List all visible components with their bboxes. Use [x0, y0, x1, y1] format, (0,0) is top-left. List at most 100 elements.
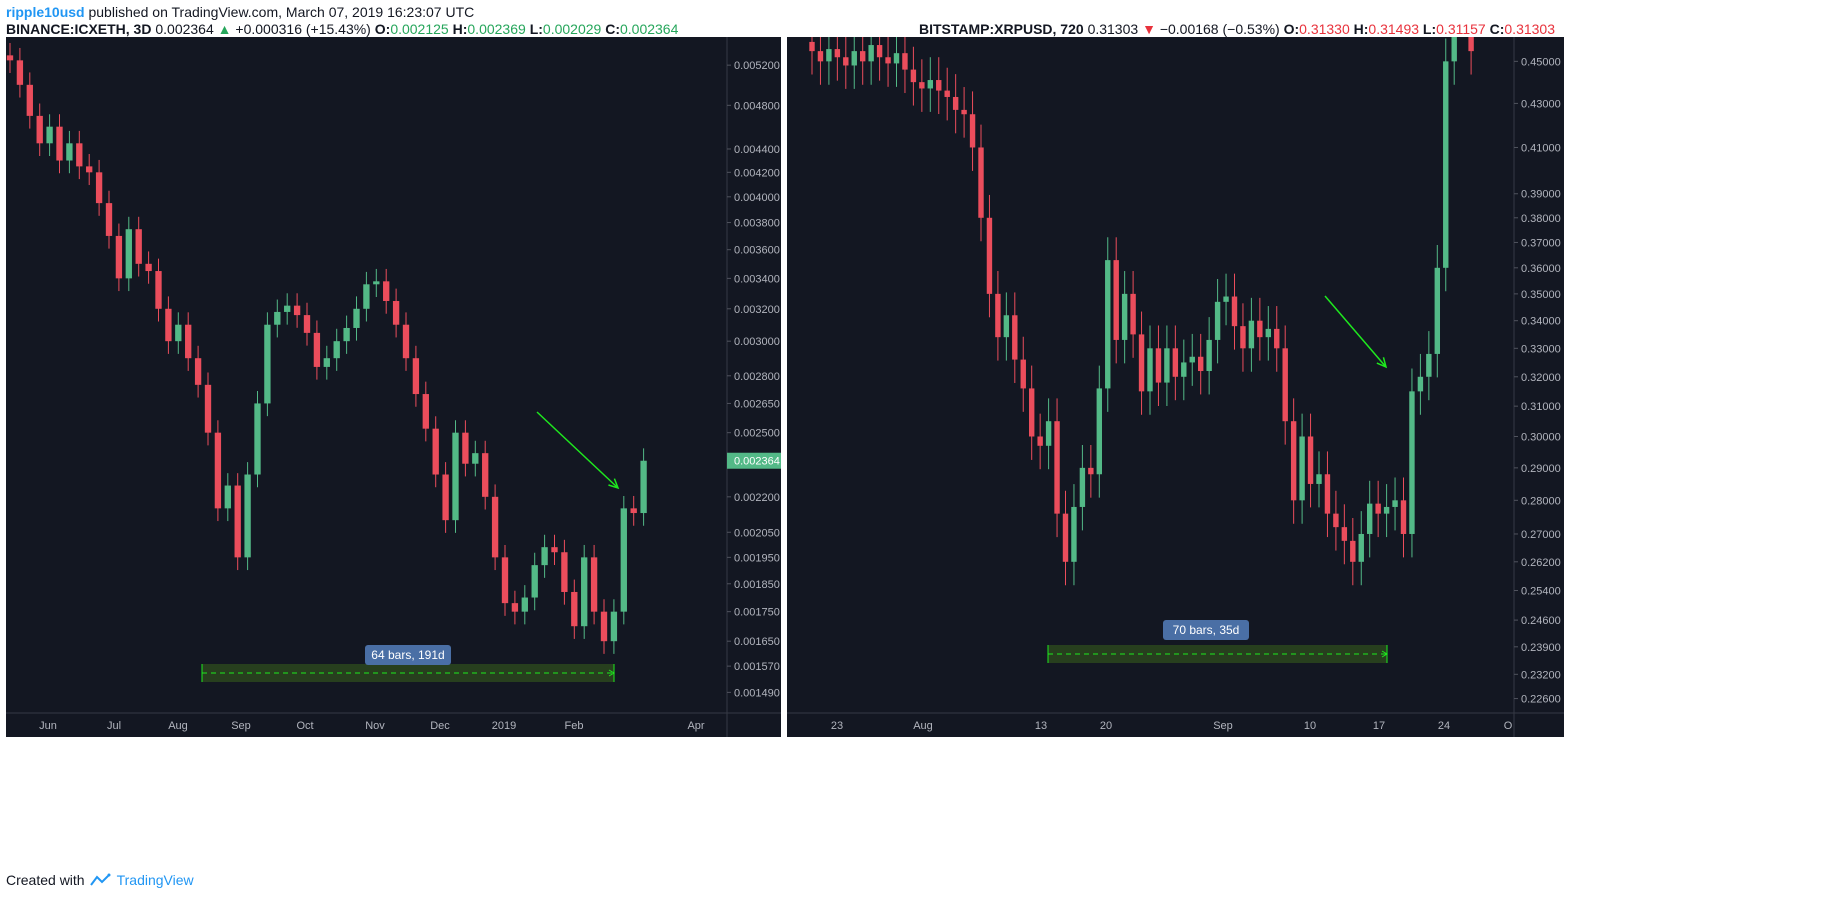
range-label-box: [1163, 620, 1249, 640]
y-tick-label: 0.002200: [734, 492, 780, 504]
arrow-head: [608, 478, 620, 490]
footer: Created with TradingView: [6, 872, 194, 888]
y-tick-label: 0.002650: [734, 398, 780, 410]
candle-body: [462, 432, 469, 464]
candle-body: [284, 305, 291, 312]
x-tick-label: Jun: [39, 720, 57, 732]
candle-body: [1045, 421, 1052, 446]
candle-body: [204, 384, 212, 433]
candle-body: [541, 547, 548, 566]
x-tick-label: Jul: [107, 720, 121, 732]
candle-body: [919, 82, 925, 89]
candle-body: [472, 453, 479, 464]
y-tick-label: 0.37000: [1521, 237, 1561, 249]
y-tick-label: 0.39000: [1521, 189, 1561, 201]
left-close-label: C:: [605, 21, 620, 37]
tradingview-logo-icon: [89, 873, 111, 886]
candle-body: [353, 308, 360, 328]
y-tick-label: 0.45000: [1521, 56, 1561, 68]
candle-body: [571, 591, 578, 627]
candle-body: [1003, 315, 1010, 338]
right-high: 0.31493: [1368, 21, 1420, 37]
x-tick-label: Oct: [296, 720, 313, 732]
left-high: 0.002369: [467, 21, 526, 37]
candle-body: [817, 51, 824, 62]
candle-body: [76, 143, 83, 167]
up-triangle-icon: ▲: [217, 21, 232, 37]
candle-body: [452, 432, 459, 521]
candle-body: [343, 327, 350, 342]
left-symbol: BINANCE:ICXETH, 3D: [6, 21, 152, 37]
candle-body: [551, 547, 558, 553]
range-box: [202, 664, 614, 682]
candle-body: [1282, 348, 1288, 422]
y-tick-label: 0.001950: [734, 552, 780, 564]
candle-body: [135, 229, 142, 264]
candle-body: [1451, 37, 1457, 62]
y-tick-label: 0.31000: [1521, 401, 1561, 413]
candle-body: [6, 55, 14, 61]
left-chart-header: BINANCE:ICXETH, 3D 0.002364 ▲ +0.000316 …: [6, 21, 678, 37]
candle-body: [1223, 296, 1229, 302]
candle-body: [1054, 421, 1060, 514]
candle-body: [1028, 388, 1035, 437]
candle-body: [1316, 474, 1322, 484]
right-chart: [787, 37, 1564, 737]
candle-body: [936, 80, 942, 91]
y-tick-label: 0.001850: [734, 579, 780, 591]
right-close-label: C:: [1489, 21, 1505, 37]
candle-body: [501, 557, 509, 604]
candle-body: [1113, 260, 1119, 340]
x-tick-label: 10: [1304, 720, 1316, 732]
candle-body: [1400, 500, 1407, 534]
candle-body: [95, 172, 103, 204]
candle-body: [402, 324, 410, 359]
candle-body: [1290, 421, 1297, 501]
y-tick-label: 0.003000: [734, 336, 780, 348]
candle-body: [531, 565, 538, 598]
left-open: 0.002125: [390, 21, 449, 37]
right-low-label: L:: [1422, 21, 1437, 37]
candle-body: [834, 49, 841, 58]
y-tick-label: 0.29000: [1521, 463, 1561, 475]
candle-body: [56, 126, 63, 161]
candle-body: [66, 143, 73, 161]
x-tick-label: Aug: [913, 720, 933, 732]
x-tick-label: 2019: [492, 720, 516, 732]
left-close: 0.002364: [619, 21, 679, 37]
candle-body: [1062, 513, 1069, 562]
candle-body: [105, 203, 113, 236]
x-tick-label: 24: [1438, 720, 1450, 732]
candle-body: [373, 281, 380, 285]
author-link[interactable]: ripple10usd: [6, 4, 85, 20]
right-symbol: BITSTAMP:XRPUSD, 720: [919, 21, 1084, 37]
y-tick-label: 0.004400: [734, 144, 780, 156]
y-tick-label: 0.22600: [1521, 694, 1561, 706]
candle-body: [876, 45, 883, 58]
candle-body: [944, 90, 950, 97]
publish-text: published on TradingView.com, March 07, …: [88, 4, 475, 20]
right-chart-header: BITSTAMP:XRPUSD, 720 0.31303 ▼ −0.00168 …: [919, 21, 1555, 37]
annotation-arrow: [1324, 295, 1387, 368]
candle-body: [620, 508, 627, 612]
y-tick-label: 0.001490: [734, 687, 780, 699]
left-high-label: H:: [452, 21, 468, 37]
x-tick-label: 17: [1373, 720, 1385, 732]
candle-body: [581, 557, 588, 627]
charts-canvas[interactable]: 0.005200 0.004800 0.004400 0.004200 0.004000…: [0, 0, 1833, 870]
y-tick-label: 0.43000: [1521, 98, 1561, 110]
candle-body: [254, 403, 261, 475]
candle-body: [1197, 356, 1204, 372]
last-price-tag: [727, 452, 781, 469]
left-change: +0.000316 (+15.43%): [235, 21, 371, 37]
candle-body: [610, 611, 618, 642]
candle-body: [1366, 503, 1373, 534]
candle-body: [561, 552, 568, 592]
y-tick-label: 0.002050: [734, 527, 780, 539]
candle-body: [1274, 328, 1280, 349]
tradingview-brand-link[interactable]: TradingView: [116, 872, 194, 888]
range-arrow-head: [608, 669, 615, 677]
y-tick-label: 0.003200: [734, 304, 780, 316]
y-tick-label: 0.34000: [1521, 316, 1561, 328]
y-tick-label: 0.24600: [1521, 615, 1561, 627]
